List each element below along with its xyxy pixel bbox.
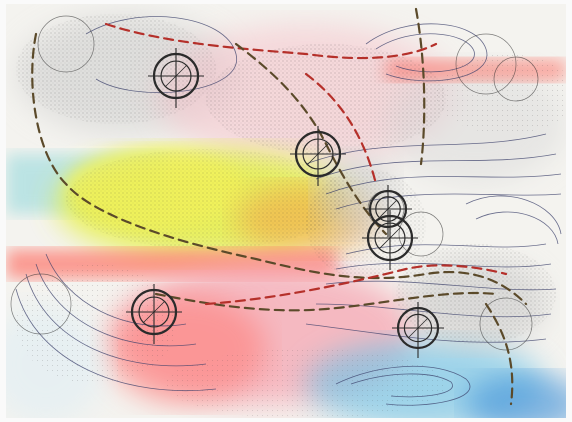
crosshair-symbol-center-right-b (362, 210, 418, 270)
contour-lines (15, 16, 562, 406)
crosshair-symbols (126, 48, 444, 358)
crosshair-symbol-upper-center (290, 126, 346, 186)
crosshair-symbol-lower-right (392, 302, 444, 358)
crosshair-symbol-lower-left (126, 284, 182, 344)
crosshair-symbol-top-left (148, 48, 204, 108)
dashed-route-lines (31, 7, 528, 406)
abstract-map-artwork (6, 4, 566, 418)
crosshair-symbol-center-right-a (364, 185, 412, 237)
